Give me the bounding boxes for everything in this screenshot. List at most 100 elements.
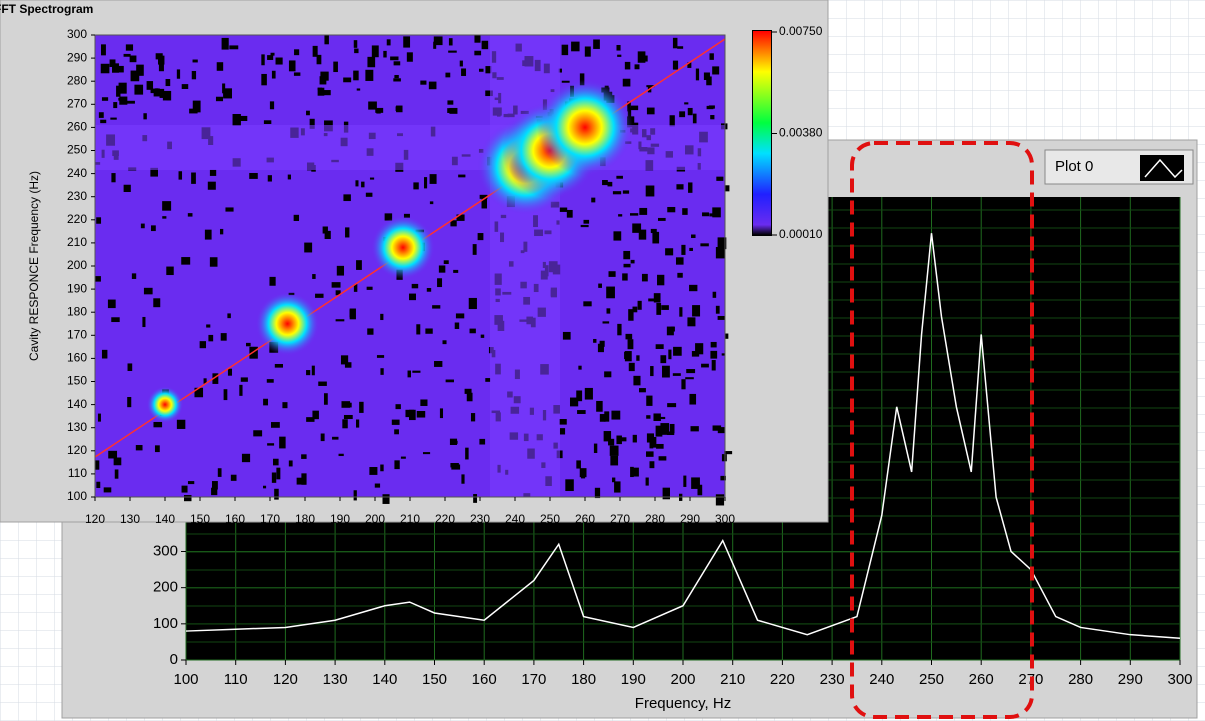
dropout (112, 63, 119, 73)
dropout (438, 265, 446, 273)
dropout (165, 79, 171, 87)
dropout (637, 51, 646, 63)
dropout (706, 105, 714, 110)
dropout (338, 453, 344, 457)
dropout (229, 45, 239, 50)
dropout (456, 214, 465, 221)
dropout (442, 340, 447, 345)
x-tick-label: 170 (260, 512, 280, 526)
dropout (593, 338, 597, 343)
dropout (209, 257, 218, 267)
dropout (669, 115, 675, 127)
colorbar (753, 31, 771, 235)
x-tick-label: 210 (720, 671, 745, 688)
dropout (296, 477, 306, 485)
dropout (239, 384, 243, 396)
dropout (455, 313, 465, 319)
dropout (276, 467, 281, 480)
dropout (598, 283, 602, 288)
dropout (611, 410, 621, 420)
dropout (376, 355, 385, 358)
dropout (323, 393, 328, 405)
dropout (261, 73, 267, 86)
dropout (599, 414, 606, 422)
dropout (445, 72, 451, 78)
dropout (437, 278, 443, 288)
y-tick-label: 200 (67, 258, 87, 272)
dropout (633, 375, 641, 386)
y-tick-label: 0 (170, 651, 178, 668)
dropout (356, 260, 362, 270)
x-tick-label: 230 (470, 512, 490, 526)
dropout (394, 74, 399, 79)
dropout (223, 389, 228, 401)
x-tick-label: 130 (323, 671, 348, 688)
dropout (672, 60, 679, 70)
dropout (319, 76, 327, 85)
dropout (181, 257, 191, 265)
dropout (439, 408, 444, 419)
dropout (687, 62, 692, 68)
dropout (480, 334, 485, 338)
dropout (473, 494, 478, 503)
dropout (253, 430, 263, 437)
dropout (176, 419, 186, 429)
y-tick-label: 240 (67, 166, 87, 180)
dropout (623, 263, 631, 268)
dropout (240, 377, 248, 382)
y-tick-label: 280 (67, 73, 87, 87)
dropout (458, 174, 466, 178)
dropout (187, 481, 195, 485)
dropout (628, 309, 634, 321)
y-tick-label: 250 (67, 143, 87, 157)
dropout (96, 481, 101, 489)
dropout (211, 487, 218, 496)
x-tick-label: 260 (969, 671, 994, 688)
dropout (271, 472, 277, 483)
dropout (679, 307, 683, 317)
dropout (380, 313, 384, 321)
dropout (383, 50, 387, 58)
x-tick-label: 130 (120, 512, 140, 526)
dropout (630, 259, 635, 264)
dropout (559, 207, 568, 212)
dropout (690, 426, 699, 432)
dropout (639, 207, 648, 215)
dropout (230, 474, 237, 481)
y-tick-label: 150 (67, 374, 87, 388)
dropout (602, 180, 608, 186)
dropout (450, 220, 457, 227)
dropout (629, 213, 639, 216)
dropout (261, 54, 265, 66)
dropout (359, 401, 364, 413)
dropout (630, 105, 639, 111)
legend-label: Plot 0 (1055, 158, 1093, 175)
dropout (683, 475, 687, 487)
dropout (97, 413, 101, 422)
dropout (558, 68, 562, 73)
dropout (481, 196, 488, 209)
dropout (660, 423, 670, 435)
legend-swatch (1144, 158, 1183, 179)
dropout (393, 61, 401, 66)
dropout (688, 182, 693, 193)
dropout (624, 351, 632, 362)
dropout (569, 397, 579, 407)
dropout (111, 317, 120, 323)
dropout (306, 370, 311, 376)
dropout (263, 120, 272, 124)
dropout (114, 469, 119, 479)
dropout (219, 228, 224, 235)
dropout (677, 272, 683, 278)
dropout (434, 361, 443, 367)
dropout (341, 401, 351, 408)
dropout (318, 381, 327, 386)
dropout (695, 343, 704, 355)
dropout (208, 334, 214, 342)
dropout (131, 273, 137, 279)
y-tick-label: 120 (67, 443, 87, 457)
colorbar-tick-label: 0.00750 (779, 24, 823, 38)
dropout (154, 445, 160, 453)
dropout (653, 413, 661, 421)
